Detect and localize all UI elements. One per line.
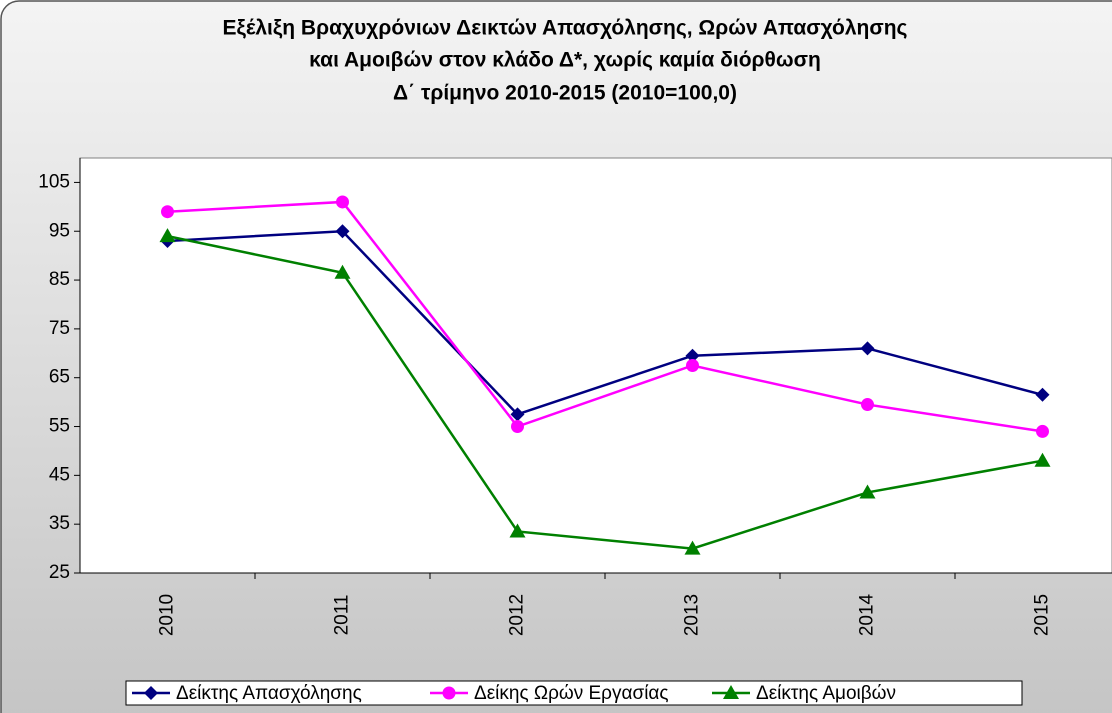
marker	[1034, 452, 1051, 467]
chart-title: Εξέλιξη Βραχυχρόνιων Δεικτών Απασχόλησης…	[223, 17, 908, 40]
x-tick-label: 2012	[507, 594, 528, 636]
y-tick-label: 45	[49, 464, 70, 485]
marker	[684, 540, 701, 555]
marker	[686, 359, 699, 372]
legend-label: Δείκτης Αμοιβών	[756, 683, 896, 704]
legend-label: Δείκης Ωρών Εργασίας	[474, 683, 669, 704]
x-tick-label: 2013	[682, 594, 703, 636]
y-tick-label: 75	[49, 318, 70, 339]
marker	[685, 348, 700, 363]
marker	[1036, 424, 1049, 438]
legend-marker	[144, 686, 158, 700]
legend-label: Δείκτης Απασχόλησης	[176, 683, 362, 704]
legend	[125, 680, 1023, 706]
series-line	[167, 200, 1043, 433]
x-tick-label: 2014	[857, 593, 878, 636]
y-tick-label: 35	[49, 513, 70, 534]
legend-marker	[723, 685, 739, 699]
chart-title: Δ΄ τρίμηνο 2010-2015 (2010=100,0)	[393, 82, 737, 105]
series-line	[167, 234, 1043, 550]
x-tick-label: 2015	[1032, 594, 1053, 636]
y-tick-label: 65	[49, 367, 70, 388]
chart-title: και Αμοιβών στον κλάδο Δ*, χωρίς καμία δ…	[309, 49, 821, 72]
series-line	[167, 229, 1043, 416]
marker	[159, 228, 176, 243]
marker	[1035, 387, 1050, 402]
marker	[335, 224, 350, 239]
marker	[859, 484, 876, 499]
x-tick-label: 2010	[157, 594, 178, 636]
marker	[510, 407, 525, 422]
plot-area	[79, 157, 1112, 574]
y-tick-label: 85	[49, 269, 70, 290]
marker	[511, 420, 524, 434]
marker	[860, 341, 875, 356]
x-tick-label: 2011	[332, 595, 353, 636]
marker	[861, 398, 874, 412]
legend-marker	[442, 686, 456, 700]
y-tick-label: 55	[49, 416, 70, 437]
marker	[161, 205, 174, 219]
y-tick-label: 25	[49, 562, 70, 583]
y-tick-label: 105	[38, 171, 70, 192]
marker	[509, 523, 526, 538]
marker	[334, 264, 351, 279]
marker	[336, 195, 349, 209]
y-tick-label: 95	[49, 220, 70, 241]
